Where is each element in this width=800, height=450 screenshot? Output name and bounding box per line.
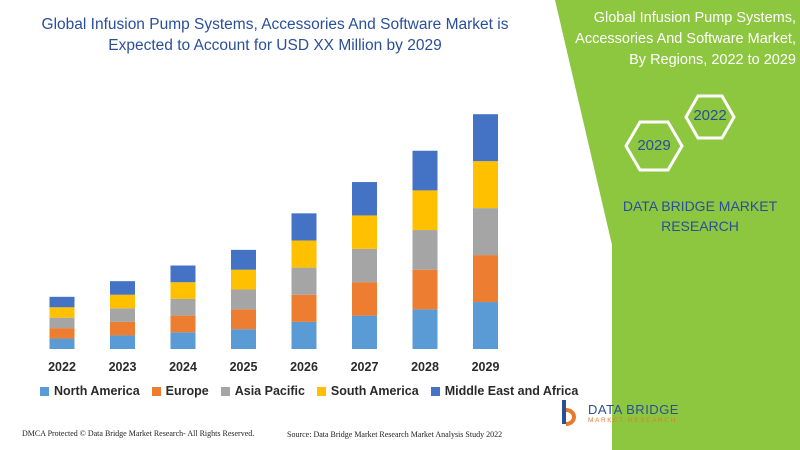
- bar-2027-south-america: [352, 215, 377, 249]
- legend-item-south-america: South America: [316, 384, 419, 398]
- bar-2029-south-america: [473, 161, 498, 209]
- x-tick-label-2029: 2029: [472, 360, 500, 374]
- bar-2023-asia-pacific: [110, 308, 135, 322]
- bar-2023-europe: [110, 321, 135, 336]
- bar-2022-south-america: [49, 307, 75, 318]
- x-tick-label-2022: 2022: [48, 360, 76, 374]
- bar-2026-middle-east-and-africa: [291, 213, 317, 241]
- bar-2023-middle-east-and-africa: [110, 281, 135, 295]
- logo-name: DATA BRIDGE: [588, 402, 679, 417]
- bar-2027-europe: [352, 282, 377, 316]
- legend-swatch: [220, 386, 230, 396]
- bar-2029-middle-east-and-africa: [473, 114, 498, 162]
- bar-2024-asia-pacific: [170, 298, 196, 316]
- footer-copyright: DMCA Protected © Data Bridge Market Rese…: [22, 429, 255, 438]
- bar-2025-middle-east-and-africa: [231, 249, 256, 270]
- hexagon-2022: [684, 94, 736, 140]
- bar-2028-europe: [412, 269, 438, 310]
- chart-title: Global Infusion Pump Systems, Accessorie…: [41, 16, 509, 54]
- legend-item-north-america: North America: [40, 384, 140, 398]
- bar-2027-north-america: [352, 315, 377, 349]
- bar-2024-middle-east-and-africa: [170, 265, 196, 283]
- stacked-bar-chart: 2022 2023 2024 2025 2026 2027 2028 2029: [48, 114, 500, 374]
- legend-label: Europe: [165, 384, 209, 398]
- hex-year-label-2022: 2022: [693, 107, 727, 124]
- legend-swatch: [316, 386, 326, 396]
- bar-2026-north-america: [291, 321, 317, 349]
- bar-2022-europe: [49, 328, 75, 339]
- x-tick-label-2026: 2026: [290, 360, 318, 374]
- x-tick-label-2027: 2027: [351, 360, 379, 374]
- bar-2025-north-america: [231, 329, 256, 349]
- bar-2025-europe: [231, 309, 256, 330]
- bar-2027-asia-pacific: [352, 248, 377, 283]
- bar-2027-middle-east-and-africa: [352, 182, 377, 216]
- x-tick-label-2025: 2025: [230, 360, 258, 374]
- bar-2026-europe: [291, 294, 317, 322]
- bar-2028-south-america: [412, 190, 438, 231]
- footer-source: Source: Data Bridge Market Research Mark…: [287, 430, 503, 439]
- bar-2024-north-america: [170, 332, 196, 349]
- legend-swatch: [40, 386, 49, 396]
- logo-subtitle: MARKET RESEARCH: [588, 417, 677, 424]
- bar-2028-north-america: [412, 309, 438, 349]
- bar-2022-north-america: [49, 338, 75, 349]
- legend-label: Asia Pacific: [234, 384, 305, 398]
- legend-swatch: [430, 386, 440, 396]
- legend-item-asia-pacific: Asia Pacific: [220, 384, 305, 398]
- legend-item-europe: Europe: [151, 384, 209, 398]
- chart-legend: North America Europe Asia Pacific South Ame…: [40, 384, 578, 398]
- x-tick-label-2028: 2028: [411, 360, 439, 374]
- bar-2028-asia-pacific: [412, 230, 438, 270]
- legend-swatch: [151, 386, 161, 396]
- x-tick-label-2023: 2023: [109, 360, 137, 374]
- bar-2026-south-america: [291, 240, 317, 268]
- green-panel-shape: [555, 0, 800, 450]
- legend-item-middle-east-and-africa: Middle East and Africa: [430, 384, 579, 398]
- bar-2029-asia-pacific: [473, 208, 498, 256]
- bar-2022-asia-pacific: [49, 317, 75, 329]
- bar-2026-asia-pacific: [291, 267, 317, 295]
- logo-icon: [562, 400, 576, 426]
- bar-2023-north-america: [110, 335, 135, 349]
- bar-2023-south-america: [110, 294, 135, 309]
- bar-2028-middle-east-and-africa: [412, 150, 438, 191]
- legend-label: North America: [54, 384, 140, 398]
- bar-2024-south-america: [170, 282, 196, 299]
- legend-label: South America: [330, 384, 419, 398]
- hex-year-label-2029: 2029: [637, 137, 671, 154]
- bar-2025-south-america: [231, 269, 256, 290]
- bar-2024-europe: [170, 315, 196, 333]
- x-tick-label-2024: 2024: [169, 360, 197, 374]
- brand-name: DATA BRIDGE MARKET RESEARCH: [622, 198, 778, 234]
- hexagon-2029: [624, 120, 684, 172]
- company-logo: DATA BRIDGE MARKET RESEARCH: [560, 398, 679, 428]
- bar-2029-europe: [473, 255, 498, 303]
- panel-title: Global Infusion Pump Systems, Accessorie…: [575, 10, 796, 68]
- bar-2022-middle-east-and-africa: [49, 296, 75, 308]
- bar-2029-north-america: [473, 302, 498, 349]
- bar-2025-asia-pacific: [231, 289, 256, 310]
- legend-label: Middle East and Africa: [444, 384, 579, 398]
